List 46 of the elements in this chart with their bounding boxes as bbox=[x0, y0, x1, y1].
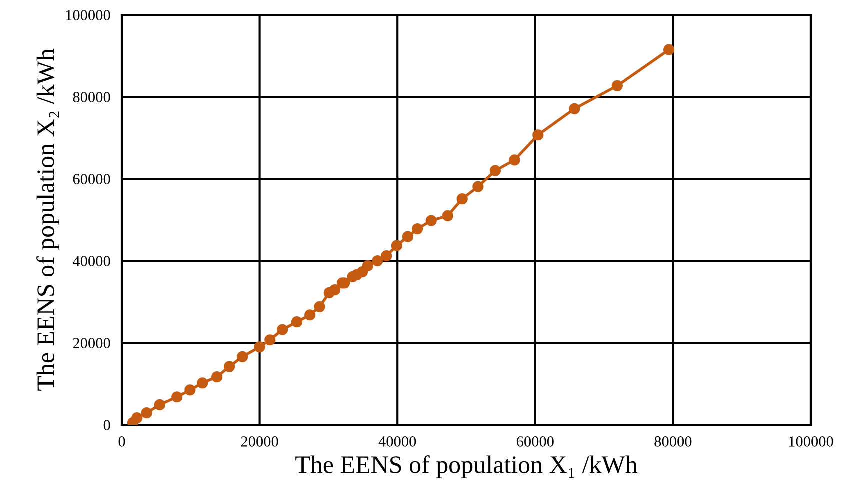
point bbox=[276, 324, 288, 336]
point bbox=[391, 240, 402, 252]
point bbox=[664, 44, 675, 56]
point bbox=[212, 371, 223, 383]
point bbox=[612, 80, 623, 92]
point bbox=[329, 284, 340, 296]
x-tick-label: 60000 bbox=[516, 436, 554, 447]
point bbox=[372, 255, 384, 267]
point bbox=[402, 231, 414, 242]
y-tick-label: 100000 bbox=[66, 10, 110, 20]
point bbox=[154, 399, 166, 410]
y-tick-label: 60000 bbox=[73, 174, 110, 184]
point bbox=[412, 223, 424, 235]
point bbox=[362, 260, 374, 272]
point bbox=[490, 165, 501, 176]
point bbox=[456, 194, 468, 205]
point bbox=[291, 316, 303, 328]
x-tick-label: 20000 bbox=[241, 436, 278, 447]
x-axis-title: The EENS of population X₁ /kWh bbox=[296, 456, 638, 478]
point bbox=[141, 408, 152, 419]
y-axis-title: The EENS of population X₂ /kWh bbox=[36, 48, 60, 391]
y-tick-label: 20000 bbox=[73, 338, 110, 348]
x-tick-label: 100000 bbox=[789, 436, 834, 447]
point bbox=[381, 250, 392, 262]
point bbox=[184, 384, 196, 396]
y-tick-label: 0 bbox=[104, 420, 110, 430]
point bbox=[442, 210, 454, 222]
point bbox=[304, 310, 316, 321]
point bbox=[197, 378, 208, 389]
x-tick-label: 80000 bbox=[654, 436, 692, 447]
point bbox=[426, 215, 437, 226]
x-tick-label: 0 bbox=[118, 436, 126, 447]
y-tick-label: 80000 bbox=[73, 92, 110, 102]
point bbox=[472, 181, 484, 192]
point bbox=[172, 392, 183, 403]
point bbox=[264, 334, 276, 346]
point bbox=[314, 301, 326, 312]
point bbox=[237, 351, 248, 362]
point bbox=[532, 130, 544, 141]
y-tick-label: 40000 bbox=[72, 256, 110, 266]
point bbox=[132, 412, 143, 424]
point bbox=[254, 342, 266, 353]
point bbox=[569, 103, 580, 114]
x-tick-label: 40000 bbox=[378, 436, 416, 447]
point bbox=[509, 154, 520, 166]
point bbox=[224, 361, 236, 372]
